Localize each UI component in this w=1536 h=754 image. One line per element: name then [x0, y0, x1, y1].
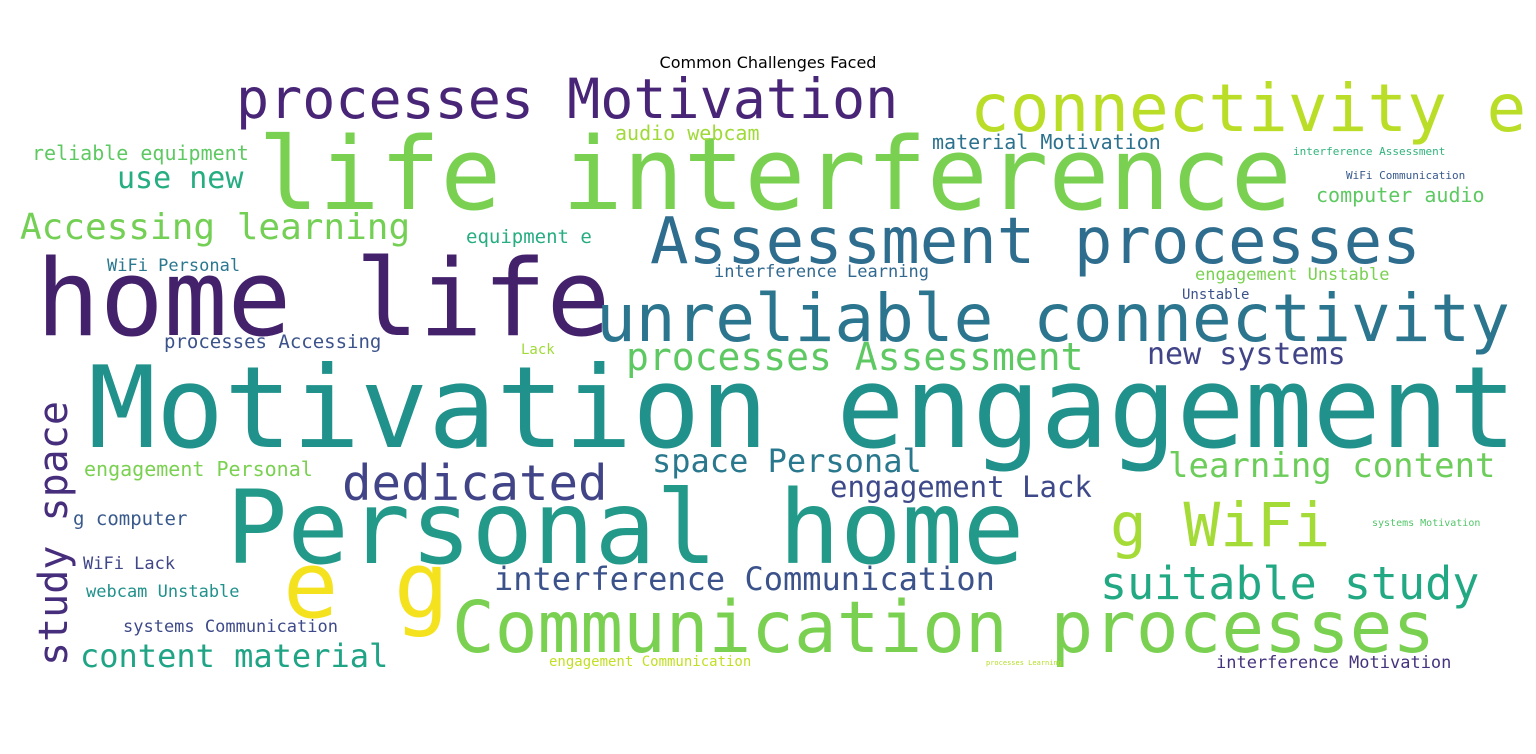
- word-wifi-communication: WiFi Communication: [1346, 169, 1466, 182]
- word-dedicated: dedicated: [342, 455, 608, 512]
- word-interference-learning: interference Learning: [714, 262, 929, 282]
- word-engagement-personal: engagement Personal: [84, 457, 313, 481]
- word-unstable: Unstable: [1182, 287, 1250, 303]
- word-processes-motivation: processes Motivation: [236, 67, 899, 131]
- word-suitable-study: suitable study: [1100, 557, 1480, 610]
- word-accessing-learning: Accessing learning: [20, 207, 411, 248]
- word-motivation-engagement: Motivation engagement: [88, 342, 1517, 474]
- word-systems-communication: systems Communication: [123, 617, 338, 637]
- word-connectivity-e: connectivity e: [970, 70, 1527, 147]
- word-unreliable-connectivity: unreliable connectivity: [596, 280, 1510, 357]
- chart-title: Common Challenges Faced: [659, 53, 877, 72]
- word-interference-communication: interference Communication: [494, 560, 995, 598]
- word-study-space: study space: [31, 401, 77, 666]
- word-wifi-lack: WiFi Lack: [83, 554, 176, 574]
- word-webcam-unstable: webcam Unstable: [86, 582, 240, 602]
- word-interference-assessment: interference Assessment: [1293, 145, 1446, 158]
- word-computer-audio: computer audio: [1316, 183, 1485, 207]
- word-content-material: content material: [80, 637, 389, 675]
- word-processes-assessment: processes Assessment: [626, 335, 1084, 379]
- word-engagement-communication: engagement Communication: [549, 654, 752, 670]
- word-processes-accessing: processes Accessing: [164, 331, 382, 353]
- word-home-life: home life: [36, 237, 611, 360]
- word-life-interference: life interference: [258, 115, 1292, 233]
- word-use-new: use new: [117, 161, 244, 196]
- word-material-motivation: material Motivation: [932, 130, 1161, 154]
- word-engagement-unstable: engagement Unstable: [1195, 265, 1390, 285]
- word-g-computer: g computer: [73, 508, 188, 530]
- word-g-wifi: g WiFi: [1110, 490, 1331, 561]
- word-e-g: e g: [283, 532, 450, 639]
- word-audio-webcam: audio webcam: [615, 121, 760, 145]
- word-processes-learning: processes Learning: [986, 659, 1062, 667]
- word-new-systems: new systems: [1147, 337, 1346, 372]
- word-space-personal: space Personal: [652, 442, 922, 480]
- word-wifi-personal: WiFi Personal: [107, 256, 241, 276]
- word-equipment-e: equipment e: [466, 226, 592, 248]
- word-systems-motivation: systems Motivation: [1372, 518, 1481, 529]
- word-personal-home: Personal home: [226, 469, 1025, 588]
- word-interference-motivation: interference Motivation: [1216, 653, 1452, 673]
- word-reliable-equipment: reliable equipment: [32, 141, 249, 165]
- word-assessment-processes: Assessment processes: [650, 205, 1421, 279]
- word-learning-content: learning content: [1168, 446, 1496, 486]
- word-lack: Lack: [521, 342, 555, 358]
- word-engagement-lack: engagement Lack: [830, 470, 1092, 504]
- word-communication-processes: Communication processes: [452, 586, 1436, 669]
